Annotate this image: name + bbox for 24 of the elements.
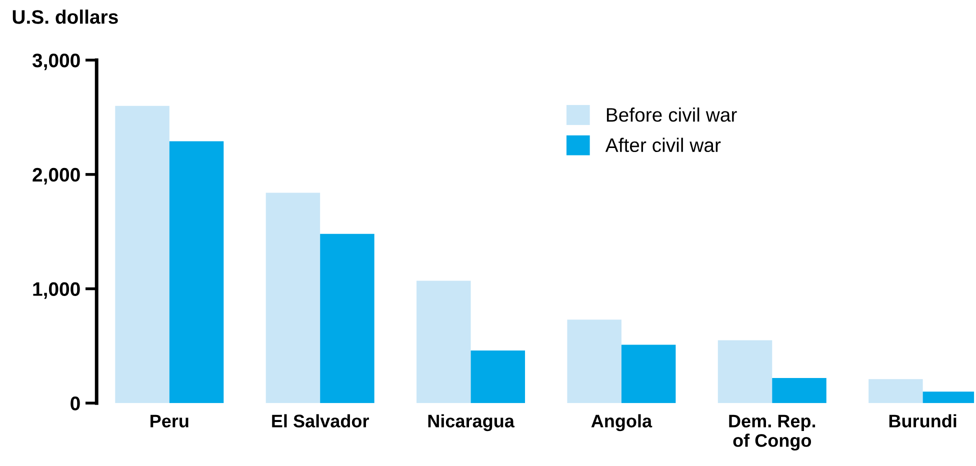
bar [718, 340, 772, 404]
bar [416, 280, 471, 404]
x-tick-label: Peru [150, 414, 188, 428]
x-tick-label: El Salvador [272, 414, 369, 428]
bar [868, 379, 923, 404]
bar [266, 192, 320, 404]
x-tick-label: Dem. Rep. of Congo [729, 414, 816, 451]
y-tick-label: 1,000 [33, 282, 80, 299]
bar [567, 320, 622, 404]
y-axis-title: U.S. dollars [12, 10, 118, 24]
x-tick-label: Burundi [889, 414, 956, 428]
bar [115, 106, 170, 404]
y-tick-label: 2,000 [32, 168, 80, 184]
legend-label: After civil war [605, 138, 721, 152]
x-tick-label: Angola [591, 414, 652, 432]
y-tick-label: 0 [70, 396, 80, 410]
x-tick-label: Nicaragua [428, 414, 515, 432]
bar [320, 234, 374, 404]
bar [169, 141, 224, 404]
legend-label: Before civil war [606, 107, 737, 122]
bar [470, 350, 526, 404]
bar [772, 378, 826, 404]
y-tick-label: 3,000 [32, 54, 80, 70]
bar [621, 344, 676, 404]
